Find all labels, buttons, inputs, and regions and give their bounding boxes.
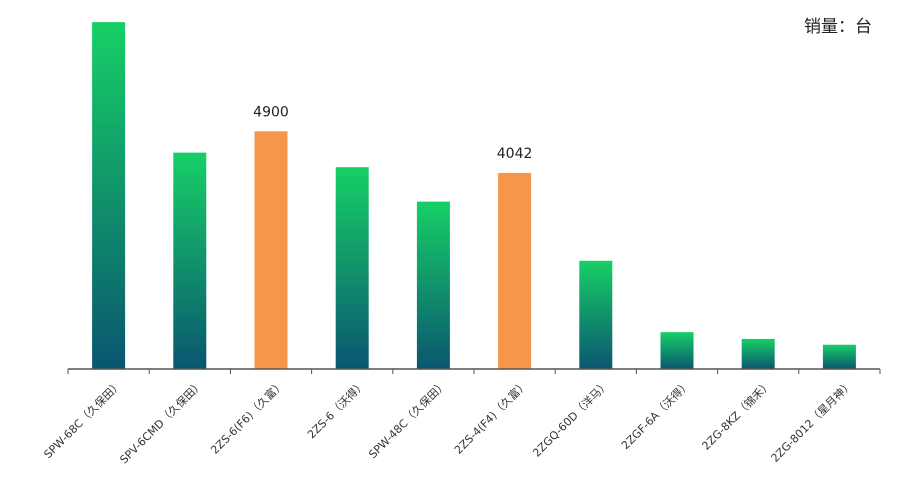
x-tick-label-3: 2ZS-6(F6)（久富）: [208, 377, 287, 456]
bar-1: [92, 22, 126, 369]
data-label-6: 4042: [497, 146, 533, 162]
x-tick-label-7: 2ZGQ-60D（洋马）: [530, 377, 612, 459]
x-tick-label-5: SPW-48C（久保田）: [366, 377, 450, 461]
data-label-3: 4900: [253, 104, 289, 120]
bar-10: [822, 344, 856, 369]
bar-2: [173, 152, 207, 369]
x-tick-label-6: 2ZS-4(F4)（久富）: [451, 377, 530, 456]
bar-4: [335, 167, 369, 369]
bar-8: [660, 332, 694, 369]
x-tick-label-4: 2ZS-6（沃得）: [305, 378, 368, 441]
bar-6: [498, 172, 532, 369]
x-tick-label-8: 2ZGF-6A（沃得）: [619, 378, 693, 452]
x-tick-label-10: 2ZG-8012（星月神）: [768, 377, 856, 465]
bar-3: [254, 131, 288, 369]
bar-9: [741, 338, 775, 369]
x-tick-label-9: 2ZG-8KZ（锦禾）: [699, 377, 775, 453]
unit-label: 销量：台: [804, 17, 872, 37]
x-tick-label-2: SPV-6CMD（久保田）: [117, 377, 206, 466]
x-tick-label-1: SPW-68C（久保田）: [41, 377, 125, 461]
bar-7: [579, 260, 613, 369]
bar-5: [416, 201, 450, 369]
